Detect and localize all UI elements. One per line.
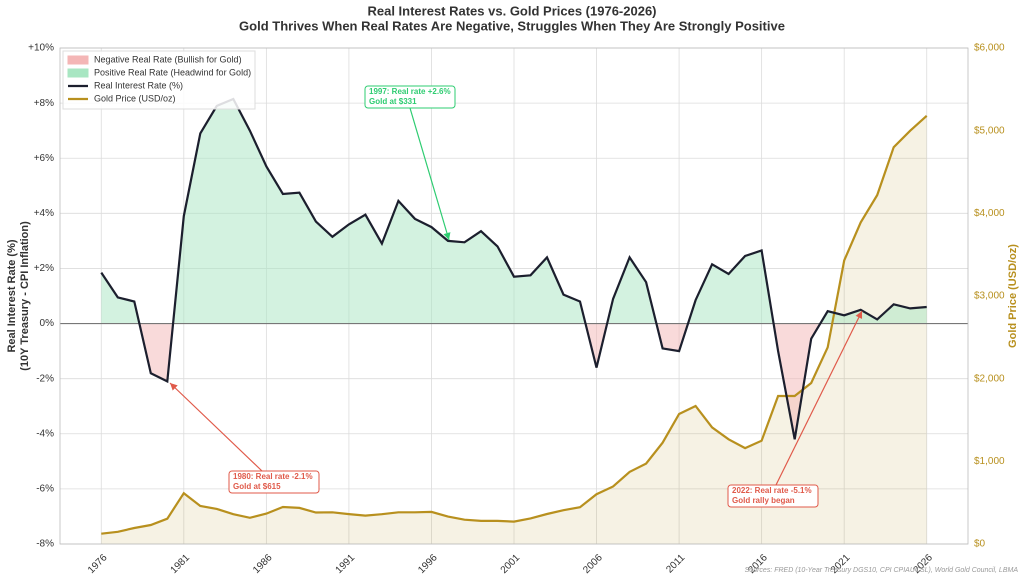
y-tick-label: -2%	[36, 373, 54, 384]
chart-subtitle: Gold Thrives When Real Rates Are Negativ…	[239, 18, 785, 33]
y-tick-label: 0%	[40, 318, 55, 329]
y-axis-label: (10Y Treasury - CPI Inflation)	[19, 221, 31, 371]
gold-line	[101, 114, 928, 535]
annotation-arrow	[169, 382, 263, 472]
annotation-box	[727, 484, 819, 508]
x-tick-label: 1996	[416, 552, 440, 576]
x-tick-label: 1976	[86, 552, 110, 576]
annotation-text: Gold at $331	[369, 97, 417, 106]
annotation-text: Gold rally began	[732, 496, 795, 505]
annotation-box	[228, 470, 320, 494]
y-tick-label: +8%	[34, 98, 54, 109]
legend-label: Real Interest Rate (%)	[94, 80, 183, 90]
annotation-text: 1997: Real rate +2.6%	[369, 87, 451, 96]
chart-title: Real Interest Rates vs. Gold Prices (197…	[367, 3, 656, 18]
x-tick-label: 2001	[499, 552, 523, 576]
y-tick-label: +6%	[34, 153, 54, 164]
x-tick-label: 1986	[251, 552, 275, 576]
rate-line	[100, 97, 927, 440]
legend-swatch	[67, 68, 89, 78]
x-tick-label: 1991	[334, 552, 358, 576]
y2-axis-label: Gold Price (USD/oz)	[1007, 244, 1019, 348]
y-tick-label: -4%	[36, 428, 54, 439]
x-tick-label: 2011	[664, 552, 687, 575]
x-tick-label: 1981	[169, 552, 193, 576]
y2-tick-label: $5,000	[974, 125, 1005, 136]
legend-label: Negative Real Rate (Bullish for Gold)	[94, 54, 242, 64]
annotation-text: 2022: Real rate -5.1%	[732, 486, 812, 495]
annotation-box	[364, 85, 456, 109]
annotation-arrow	[775, 310, 863, 486]
source-note: Sources: FRED (10-Year Treasury DGS10, C…	[745, 567, 1019, 574]
y2-tick-label: $6,000	[974, 43, 1005, 54]
positive-area	[101, 99, 927, 324]
legend-label: Gold Price (USD/oz)	[94, 93, 176, 103]
plot-frame	[59, 47, 969, 545]
legend-box	[62, 50, 256, 110]
y2-tick-label: $3,000	[974, 291, 1005, 302]
y2-tick-label: $1,000	[974, 456, 1005, 467]
x-tick-label: 2006	[581, 552, 605, 576]
y-tick-label: +4%	[34, 208, 54, 219]
annotation-text: Gold at $615	[233, 482, 281, 491]
y2-tick-label: $2,000	[974, 373, 1005, 384]
gold-area	[101, 115, 927, 545]
annotation-arrow	[409, 107, 451, 241]
y2-tick-label: $4,000	[974, 208, 1005, 219]
y2-tick-label: $0	[974, 539, 986, 550]
annotation-text: 1980: Real rate -2.1%	[233, 472, 313, 481]
y-tick-label: +10%	[28, 43, 54, 54]
y-tick-label: -8%	[36, 539, 54, 550]
legend-swatch	[67, 55, 89, 65]
legend-label: Positive Real Rate (Headwind for Gold)	[94, 67, 251, 77]
y-tick-label: +2%	[34, 263, 54, 274]
y-tick-label: -6%	[36, 484, 54, 495]
y-axis-label: Real Interest Rate (%)	[6, 239, 18, 352]
